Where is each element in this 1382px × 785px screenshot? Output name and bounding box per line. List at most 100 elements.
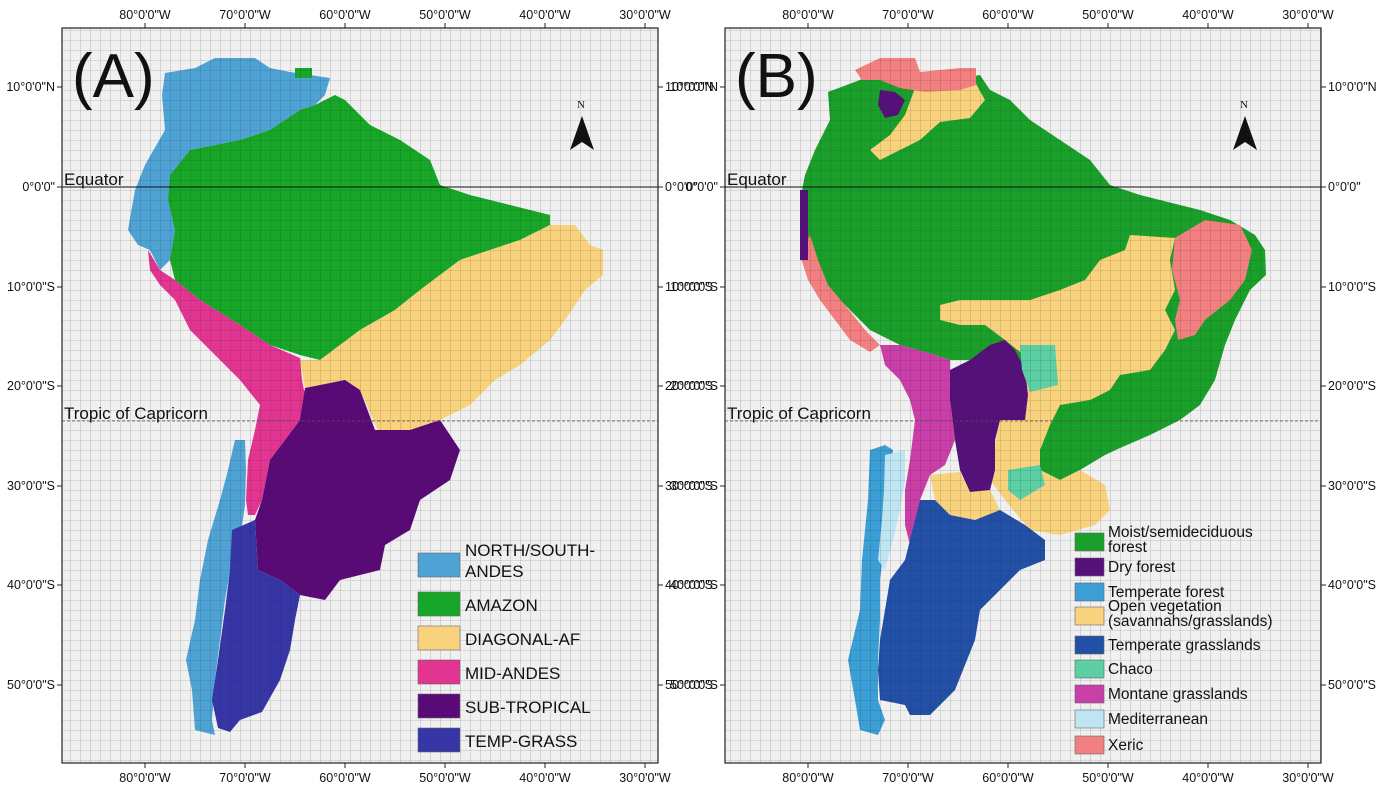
lat-tick-label: 50°0'0"S — [1328, 678, 1376, 692]
legend-swatch — [1074, 659, 1105, 679]
lat-tick-label: 50°0'0"S — [665, 678, 713, 692]
tropic-label-b: Tropic of Capricorn — [727, 404, 871, 423]
lat-tick-label: 30°0'0"S — [7, 479, 55, 493]
legend-label: Mediterranean — [1108, 711, 1208, 728]
panel-b-map — [725, 28, 1321, 763]
legend-swatch — [1074, 735, 1105, 755]
legend-swatch — [417, 552, 461, 578]
lat-tick-label: 40°0'0"S — [670, 578, 718, 592]
lat-tick-label: 20°0'0"S — [670, 379, 718, 393]
lat-tick-label: 10°0'0"S — [1328, 280, 1376, 294]
legend-swatch — [1074, 635, 1105, 655]
lon-tick-label: 40°0'0"W — [1182, 771, 1234, 785]
equator-label-b: Equator — [727, 170, 787, 189]
north-arrow-icon: N — [570, 99, 594, 150]
lat-tick-label: 0°0'0" — [685, 180, 718, 194]
lat-tick-label: 0°0'0" — [22, 180, 55, 194]
lon-tick-label: 70°0'0"W — [219, 771, 271, 785]
lat-tick-label: 30°0'0"S — [665, 479, 713, 493]
lat-tick-label: 50°0'0"S — [670, 678, 718, 692]
lon-tick-label: 50°0'0"W — [419, 8, 471, 22]
panel-b-label: (B) — [735, 42, 818, 111]
panel-a-legend: NORTH/SOUTH-ANDES AMAZON DIAGONAL-AF MID-AN… — [417, 541, 595, 753]
lon-tick-label: 40°0'0"W — [519, 8, 571, 22]
legend-label: Temperate grasslands — [1108, 637, 1261, 654]
legend-label: Xeric — [1108, 737, 1144, 754]
legend-swatch — [1074, 582, 1105, 602]
panel-b-ticks: 80°0'0"W 80°0'0"W 70°0'0"W 70°0'0"W 60°0'0"W… — [669, 8, 1376, 785]
lat-tick-label: 10°0'0"N — [6, 80, 55, 94]
lat-tick-label: 10°0'0"N — [1328, 80, 1377, 94]
lon-tick-label: 50°0'0"W — [1082, 8, 1134, 22]
lat-tick-label: 20°0'0"S — [665, 379, 713, 393]
legend-label: Montane grasslands — [1108, 686, 1248, 703]
legend-label: Temperate forest — [1108, 584, 1225, 601]
legend-swatch — [1074, 532, 1105, 552]
lon-tick-label: 80°0'0"W — [782, 8, 834, 22]
lon-tick-label: 50°0'0"W — [1082, 771, 1134, 785]
lat-tick-label: 40°0'0"S — [1328, 578, 1376, 592]
panel-b-grid — [725, 28, 1321, 763]
lat-tick-label: 30°0'0"S — [670, 479, 718, 493]
legend-label: Chaco — [1108, 661, 1153, 678]
north-arrow-letter: N — [577, 99, 585, 111]
lat-tick-label: 10°0'0"N — [669, 80, 718, 94]
lon-tick-label: 60°0'0"W — [319, 771, 371, 785]
legend-label: DIAGONAL-AF — [465, 630, 580, 649]
lon-tick-label: 50°0'0"W — [419, 771, 471, 785]
legend-swatch — [417, 625, 461, 651]
lon-tick-label: 30°0'0"W — [619, 8, 671, 22]
legend-label: TEMP-GRASS — [465, 732, 577, 751]
lat-tick-label: 20°0'0"S — [7, 379, 55, 393]
panel-b-legend: Moist/semideciduous forest Dry forest Tempe… — [1074, 524, 1273, 755]
lon-tick-label: 80°0'0"W — [119, 771, 171, 785]
legend-swatch — [1074, 606, 1105, 626]
panel-a: Equator Tropic of Capricorn (A) N NORTH/… — [6, 8, 713, 785]
legend-swatch — [417, 591, 461, 617]
legend-swatch — [417, 727, 461, 753]
lat-tick-label: 10°0'0"S — [7, 280, 55, 294]
legend-label: Moist/semideciduous forest — [1108, 524, 1253, 556]
lat-tick-label: 30°0'0"S — [1328, 479, 1376, 493]
lon-tick-label: 30°0'0"W — [1282, 771, 1334, 785]
legend-label: Dry forest — [1108, 559, 1176, 576]
north-arrow-letter-b: N — [1240, 99, 1248, 111]
lon-tick-label: 70°0'0"W — [882, 8, 934, 22]
lat-tick-label: 50°0'0"S — [7, 678, 55, 692]
lon-tick-label: 70°0'0"W — [882, 771, 934, 785]
lat-tick-label: 40°0'0"S — [665, 578, 713, 592]
lon-tick-label: 60°0'0"W — [982, 771, 1034, 785]
lon-tick-label: 40°0'0"W — [1182, 8, 1234, 22]
panel-a-label: (A) — [72, 42, 155, 111]
lon-tick-label: 30°0'0"W — [1282, 8, 1334, 22]
lat-tick-label: 0°0'0" — [665, 180, 698, 194]
lat-tick-label: 10°0'0"N — [665, 80, 714, 94]
legend-swatch — [1074, 684, 1105, 704]
legend-label: AMAZON — [465, 596, 538, 615]
panel-a-grid — [62, 28, 658, 763]
lon-tick-label: 60°0'0"W — [982, 8, 1034, 22]
legend-swatch — [1074, 709, 1105, 729]
lon-tick-label: 80°0'0"W — [782, 771, 834, 785]
lat-tick-label: 0°0'0" — [1328, 180, 1361, 194]
lat-tick-label: 20°0'0"S — [1328, 379, 1376, 393]
equator-label: Equator — [64, 170, 124, 189]
panel-a-map — [62, 28, 658, 763]
lat-tick-label: 10°0'0"S — [670, 280, 718, 294]
lat-tick-label: 10°0'0"S — [665, 280, 713, 294]
panel-b: Equator Tropic of Capricorn (B) N Moist/… — [669, 8, 1376, 785]
north-arrow-icon-b: N — [1233, 99, 1257, 150]
lon-tick-label: 80°0'0"W — [119, 8, 171, 22]
tropic-label: Tropic of Capricorn — [64, 404, 208, 423]
legend-swatch — [1074, 557, 1105, 577]
legend-label: Open vegetation (savannahs/grasslands) — [1108, 598, 1273, 630]
lon-tick-label: 60°0'0"W — [319, 8, 371, 22]
legend-swatch — [417, 693, 461, 719]
lon-tick-label: 40°0'0"W — [519, 771, 571, 785]
panel-a-ticks: 80°0'0"W 80°0'0"W 70°0'0"W 70°0'0"W 60°0'0"W… — [6, 8, 713, 785]
legend-swatch — [417, 659, 461, 685]
legend-label: SUB-TROPICAL — [465, 698, 591, 717]
legend-label: MID-ANDES — [465, 664, 560, 683]
lon-tick-label: 70°0'0"W — [219, 8, 271, 22]
